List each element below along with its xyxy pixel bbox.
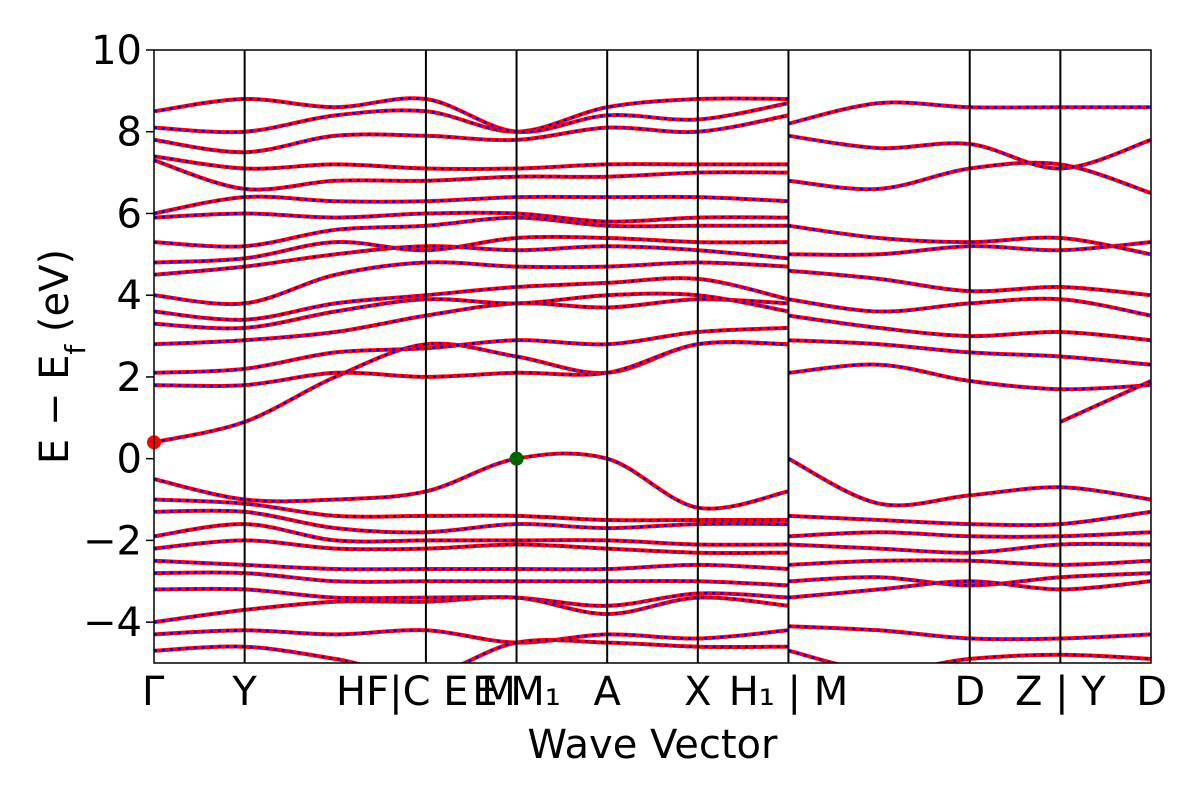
band-30 xyxy=(154,497,789,523)
band-line-dashed xyxy=(154,216,789,248)
y-ticks-layer: −4 −2 0 2 4 6 8 10 xyxy=(83,28,154,646)
band-line-solid xyxy=(154,260,789,307)
y-tick-label: 10 xyxy=(91,28,142,74)
band-line-solid xyxy=(154,497,789,523)
x-tick-label: Y xyxy=(231,669,257,715)
band-8 xyxy=(154,260,789,307)
band-17 xyxy=(154,96,789,135)
band-line-solid xyxy=(154,325,789,375)
band-39 xyxy=(154,638,789,663)
y-tick-label: −2 xyxy=(83,518,142,564)
band-line-solid xyxy=(154,340,789,389)
y-axis-title: E − Ef (eV) xyxy=(32,249,92,464)
x-tick-label: D xyxy=(1136,669,1167,715)
marker-vbm xyxy=(509,451,524,466)
band-12 xyxy=(154,210,789,224)
band-11 xyxy=(154,215,789,249)
y-tick-label: 6 xyxy=(117,191,142,237)
band-2 xyxy=(1059,379,1151,424)
band-line-dashed xyxy=(154,509,789,534)
band-line-solid xyxy=(154,595,789,625)
band-5 xyxy=(154,297,789,347)
y-axis-title-main: E − E xyxy=(32,355,78,465)
band-0 xyxy=(154,340,789,445)
band-line-dashed xyxy=(154,292,789,330)
band-line-dashed xyxy=(154,638,789,663)
band-37 xyxy=(154,595,789,625)
band-line-dashed xyxy=(154,235,789,264)
band-15 xyxy=(154,154,789,172)
x-tick-label: E M₁ xyxy=(472,669,561,715)
band-line-dashed xyxy=(154,97,789,134)
band-line-solid xyxy=(154,558,789,572)
band-35 xyxy=(154,570,789,588)
band-31 xyxy=(154,508,789,535)
band-line-dashed xyxy=(154,297,789,346)
y-axis-title-unit: (eV) xyxy=(32,249,78,345)
band-line-dashed xyxy=(788,101,1151,125)
band-line-solid xyxy=(154,210,789,224)
x-tick-label: D xyxy=(954,669,985,715)
band-3 xyxy=(154,340,789,389)
x-tick-label: A xyxy=(593,669,621,715)
band-line-solid xyxy=(154,570,789,588)
band-line-dashed xyxy=(154,628,789,644)
band-28 xyxy=(154,451,789,511)
band-line-dashed xyxy=(154,97,789,134)
band-32 xyxy=(154,522,789,547)
band-16 xyxy=(154,113,789,155)
y-axis-title-sub: f xyxy=(59,344,92,355)
y-tick-label: 0 xyxy=(117,437,142,483)
band-line-dashed xyxy=(1059,379,1151,424)
band-line-dashed xyxy=(788,363,1151,391)
band-line-dashed xyxy=(154,326,789,375)
x-ticks-layer: Γ Y HF|C E ME M₁ A X H₁ | M D Z | Y D xyxy=(142,669,1167,715)
band-line-dashed xyxy=(154,195,789,215)
band-line-dashed xyxy=(154,587,789,608)
band-9 xyxy=(154,244,789,277)
x-tick-label: X xyxy=(684,669,711,715)
band-4 xyxy=(154,325,789,375)
bands-layer xyxy=(154,96,1151,663)
band-line-solid xyxy=(154,538,789,555)
band-10 xyxy=(154,234,789,265)
band-line-dashed xyxy=(154,452,789,510)
band-line-solid xyxy=(154,340,789,445)
band-6 xyxy=(154,291,789,331)
x-tick-label: H₁ | M xyxy=(729,669,849,715)
y-tick-label: −4 xyxy=(83,600,142,646)
band-line-dashed xyxy=(154,244,789,277)
band-line-solid xyxy=(154,297,789,347)
band-line-dashed xyxy=(154,276,789,322)
band-line-dashed xyxy=(154,114,789,154)
y-tick-label: 8 xyxy=(117,110,142,156)
markers-layer xyxy=(147,435,524,466)
band-34 xyxy=(154,558,789,572)
x-tick-label: Z | Y xyxy=(1015,669,1106,715)
band-33 xyxy=(154,538,789,555)
band-line-dashed xyxy=(154,522,789,547)
x-axis-title: Wave Vector xyxy=(528,722,779,768)
x-tick-label: HF|C E M xyxy=(336,669,516,715)
band-line-dashed xyxy=(154,340,789,444)
band-14 xyxy=(154,158,789,192)
band-7 xyxy=(154,276,789,322)
band-line-solid xyxy=(154,244,789,277)
kpoint-lines-layer xyxy=(243,50,1062,663)
x-tick-label: Γ xyxy=(142,669,165,715)
band-38 xyxy=(154,628,789,645)
band-line-dashed xyxy=(154,159,789,191)
y-tick-label: 4 xyxy=(117,273,142,319)
plot-frame xyxy=(153,49,1152,664)
band-line-solid xyxy=(154,154,789,172)
band-13 xyxy=(154,194,789,216)
band-18 xyxy=(154,96,789,134)
y-tick-label: 2 xyxy=(117,355,142,401)
band-line-solid xyxy=(154,628,789,645)
